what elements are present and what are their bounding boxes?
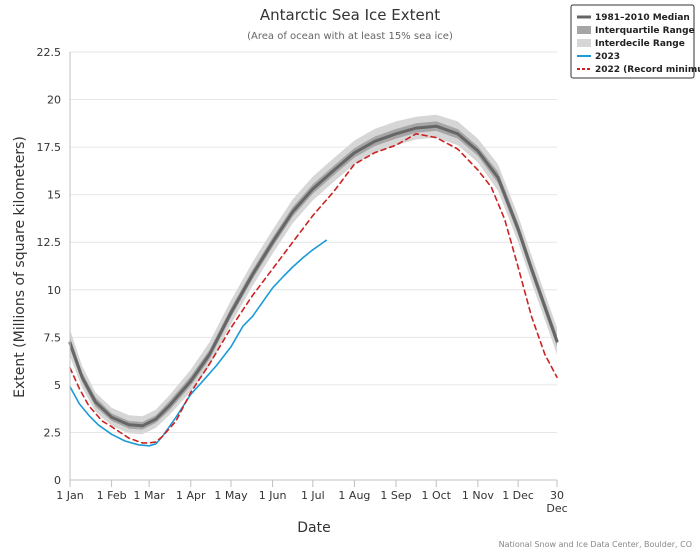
y-tick-label: 0 xyxy=(54,474,61,487)
x-tick-label: 1 Jan xyxy=(56,489,83,502)
interdecile-range-band xyxy=(70,114,557,435)
y-tick-label: 2.5 xyxy=(44,426,62,439)
x-tick-label: 1 Aug xyxy=(338,489,370,502)
legend-label-2: Interdecile Range xyxy=(595,39,685,49)
y-tick-label: 5 xyxy=(54,379,61,392)
y-tick-label: 15 xyxy=(47,189,61,202)
series-line-0 xyxy=(69,239,327,447)
x-tick-label: 1 Oct xyxy=(421,489,451,502)
y-tick-label: 7.5 xyxy=(44,331,62,344)
interdecile-band-area xyxy=(70,114,557,435)
legend: 1981–2010 Median Interquartile Range Inter… xyxy=(570,4,700,79)
median-line xyxy=(68,124,559,428)
series-line-1 xyxy=(69,133,558,444)
axis-lines xyxy=(69,52,557,481)
x-tick-label: 1 May xyxy=(214,489,248,502)
x-tick-labels: 1 Jan 1 Feb 1 Mar 1 Apr 1 May 1 Jun 1 Jul 1 Aug… xyxy=(56,480,568,515)
x-tick-label: 1 Mar xyxy=(134,489,166,502)
legend-swatch-2 xyxy=(577,39,591,47)
legend-label-3: 2023 xyxy=(595,52,620,62)
y-tick-label: 20 xyxy=(47,94,61,107)
x-tick-label: 1 Feb xyxy=(97,489,127,502)
x-tick-label: 1 Sep xyxy=(380,489,411,502)
y-tick-label: 17.5 xyxy=(37,141,62,154)
credit-text: National Snow and Ice Data Center, Bould… xyxy=(499,540,692,549)
chart-subtitle: (Area of ocean with at least 15% sea ice… xyxy=(247,31,453,42)
y-tick-labels: 0 2.5 5 7.5 10 12.5 15 17.5 20 22.5 xyxy=(37,46,62,487)
y-tick-label: 12.5 xyxy=(37,236,62,249)
x-tick-label: 1 Jun xyxy=(259,489,287,502)
x-axis-title: Date xyxy=(297,520,330,536)
legend-box xyxy=(570,4,695,79)
series-lines xyxy=(69,133,558,447)
legend-label-0: 1981–2010 Median xyxy=(595,13,690,23)
x-tick-label: 1 Dec xyxy=(502,489,534,502)
y-axis-title: Extent (Millions of square kilometers) xyxy=(12,136,28,398)
x-tick-label: Dec xyxy=(546,502,567,515)
legend-label-1: Interquartile Range xyxy=(595,26,695,36)
x-tick-label: 1 Nov xyxy=(462,489,494,502)
x-tick-label: 1 Jul xyxy=(301,489,325,502)
gridlines xyxy=(70,51,557,433)
median-series-line xyxy=(68,124,559,428)
legend-swatch-1 xyxy=(577,26,591,34)
y-tick-label: 22.5 xyxy=(37,46,62,59)
y-tick-label: 10 xyxy=(47,284,61,297)
x-tick-label: 30 xyxy=(550,489,564,502)
legend-label-4: 2022 (Record minimum) xyxy=(595,65,700,75)
x-tick-label: 1 Apr xyxy=(176,489,206,502)
chart-title: Antarctic Sea Ice Extent xyxy=(260,6,440,24)
